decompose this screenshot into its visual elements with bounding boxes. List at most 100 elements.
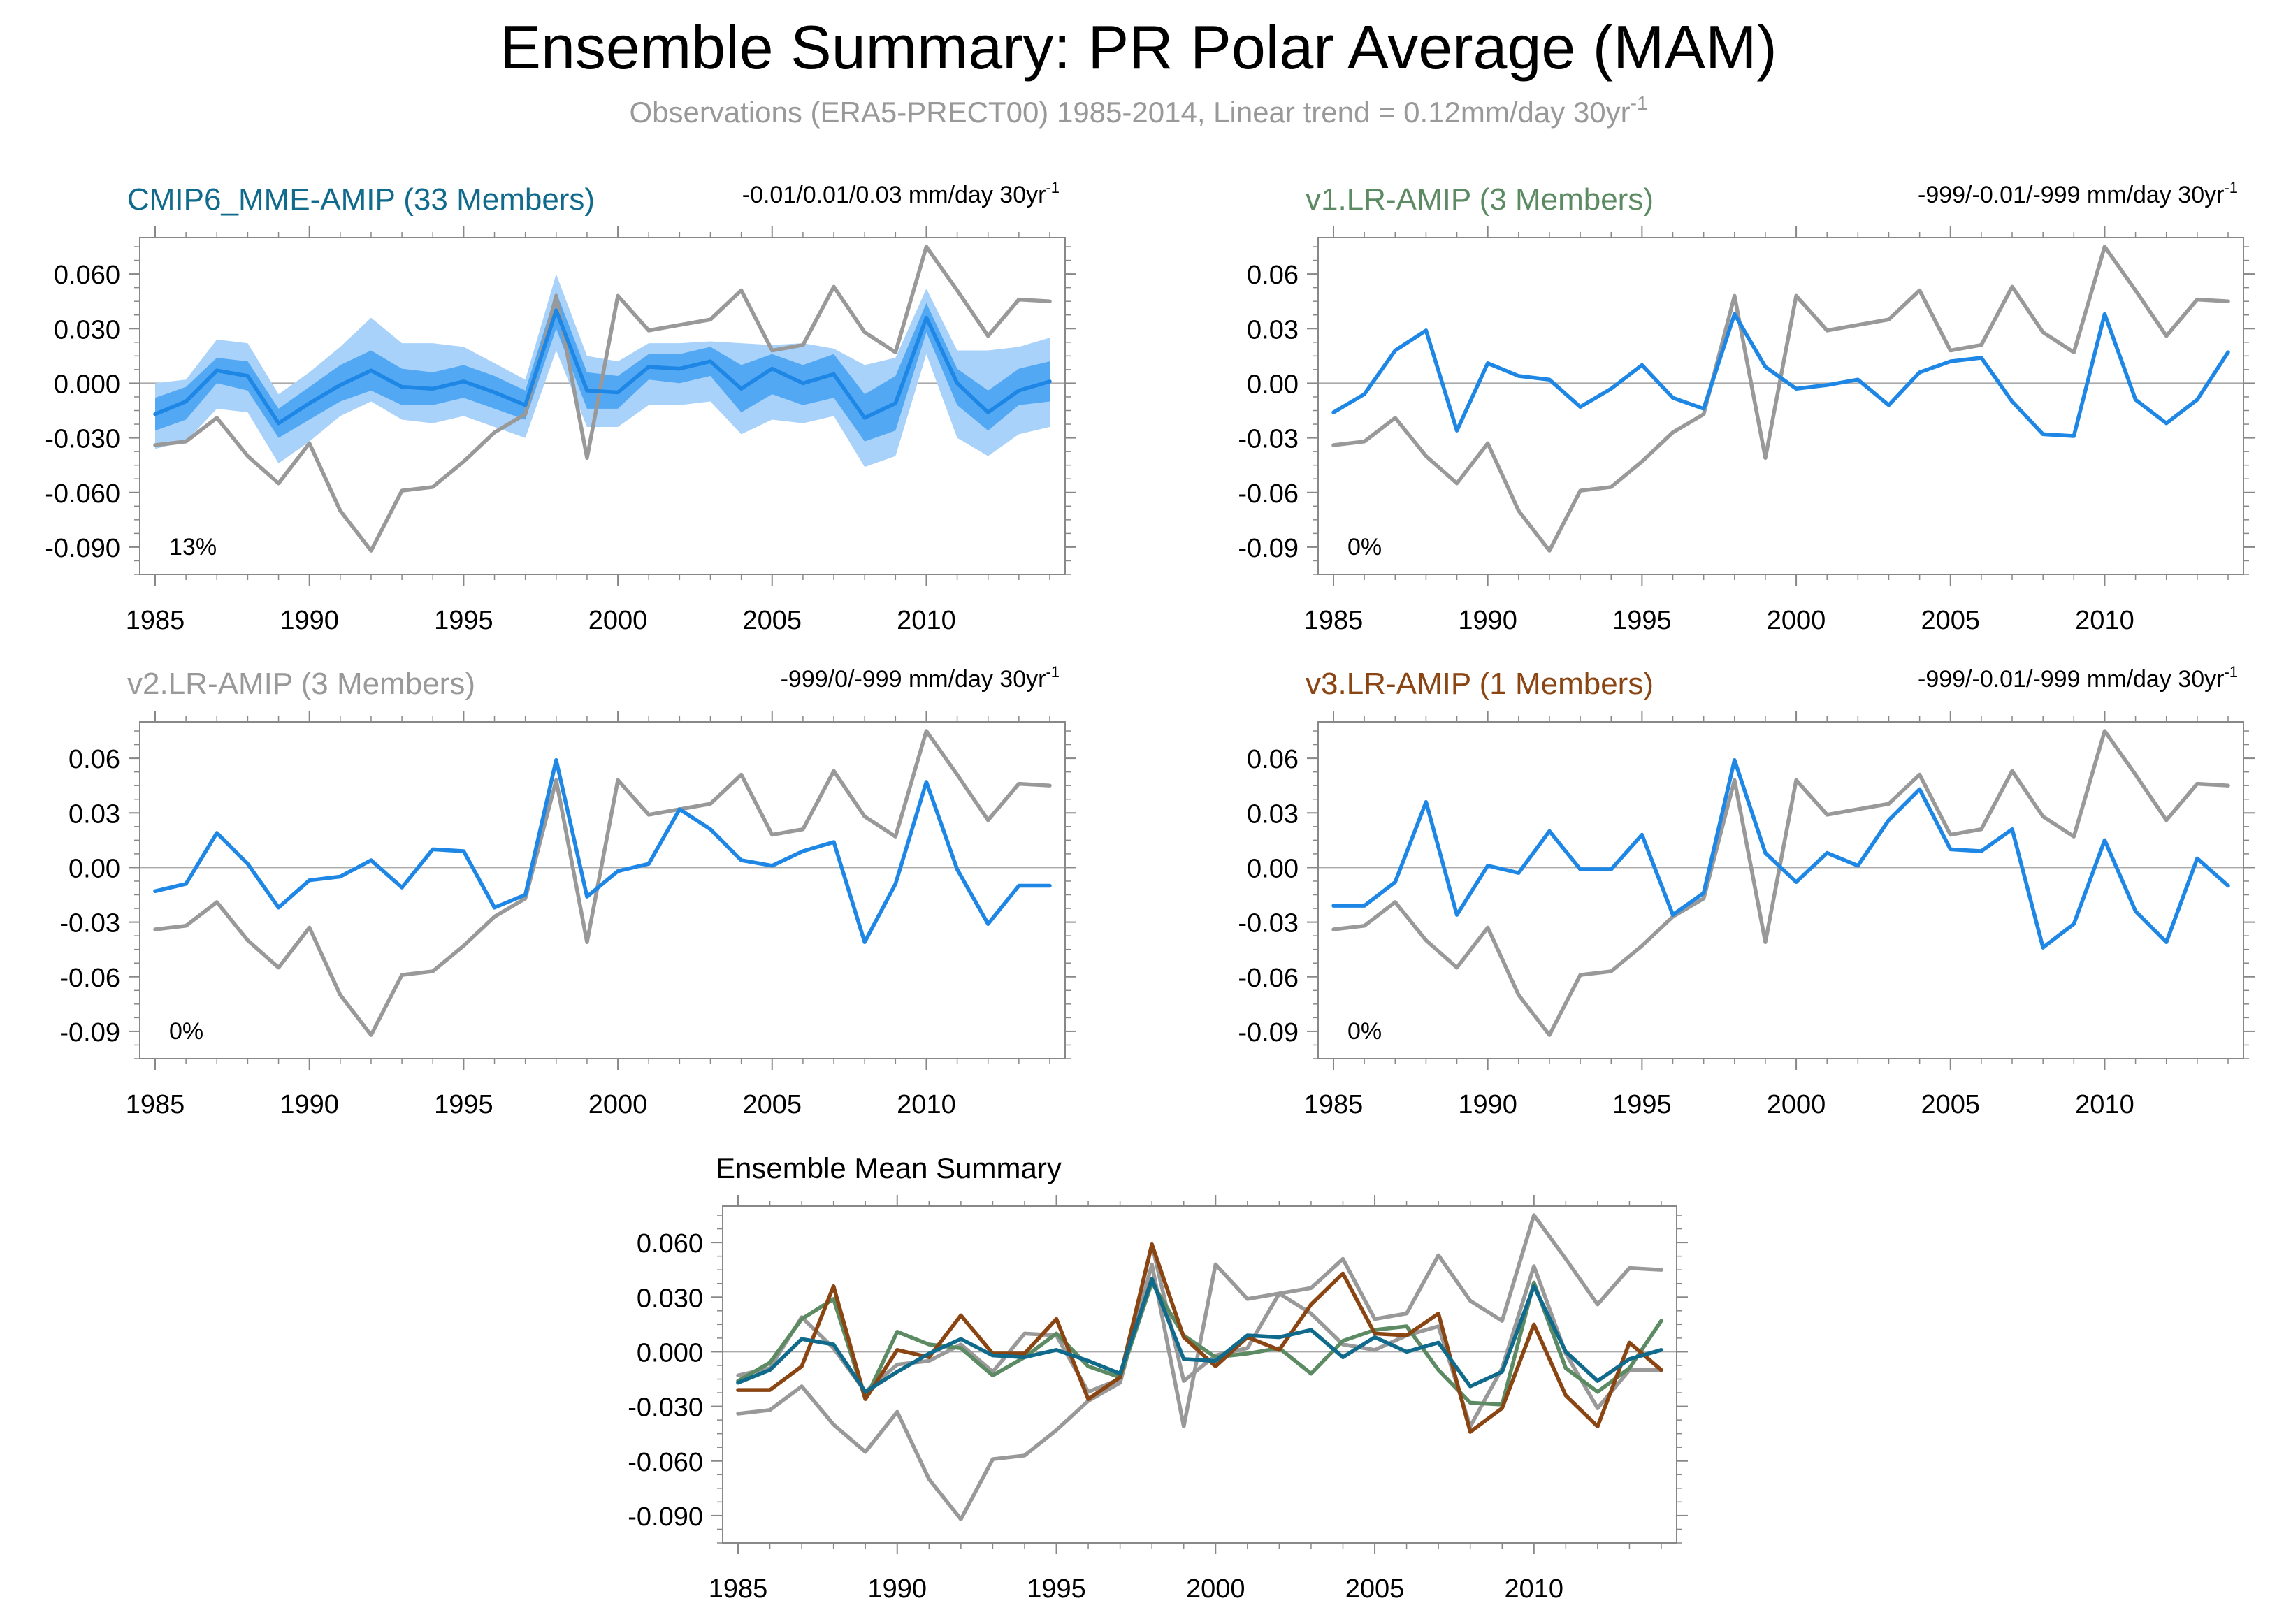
x-tick-label: 1990	[1458, 606, 1517, 635]
plot-frame	[1317, 721, 2244, 1059]
y-tick-label: -0.060	[628, 1448, 703, 1477]
x-tick-label: 1990	[280, 1090, 339, 1119]
trend-label-sup: -1	[1046, 663, 1060, 681]
x-tick-label: 1985	[1304, 606, 1364, 635]
chart-panel-2: 0.06 0.03 0.00 -0.03 -0.06 -0.09 1985 1990 1995 2…	[1238, 179, 2255, 635]
x-tick-label: 2010	[2075, 1090, 2134, 1119]
percent-label: 0%	[1347, 1018, 1382, 1045]
y-tick-label: 0.03	[68, 799, 120, 829]
series-line-v3	[736, 1242, 1663, 1434]
panel-title: v2.LR-AMIP (3 Members)	[127, 667, 475, 701]
x-tick-label: 1990	[867, 1574, 927, 1604]
series-line-model	[153, 308, 1052, 426]
y-tick-label: -0.09	[1238, 534, 1299, 563]
series-line-obs	[1331, 245, 2230, 553]
x-tick-label: 2010	[2075, 606, 2134, 635]
series-line-mme	[736, 1277, 1663, 1394]
y-tick-label: -0.090	[45, 534, 120, 563]
y-tick-label: 0.060	[637, 1229, 703, 1259]
x-tick-label: 1995	[1027, 1574, 1086, 1604]
trend-label-text: -999/-0.01/-999 mm/day 30yr	[1918, 182, 2224, 208]
y-tick-label: 0.06	[68, 745, 120, 774]
x-tick-label: 2005	[1921, 1090, 1980, 1119]
y-tick-label: -0.03	[1238, 425, 1299, 454]
trend-label-text: -0.01/0.01/0.03 mm/day 30yr	[742, 182, 1046, 208]
y-tick-label: -0.060	[45, 479, 120, 509]
y-tick-label: -0.06	[1238, 964, 1299, 993]
figure-subtitle-text: Observations (ERA5-PRECT00) 1985-2014, L…	[629, 96, 1630, 129]
x-tick-label: 1985	[126, 1090, 185, 1119]
series-line-model	[153, 757, 1052, 945]
chart-panel-3: 0.06 0.03 0.00 -0.03 -0.06 -0.09 1985 1990 1995 2…	[59, 663, 1076, 1119]
chart-panel-5: 0.060 0.030 0.000 -0.030 -0.060 -0.090 1985 199…	[628, 1152, 1688, 1604]
x-tick-label: 2010	[897, 1090, 956, 1119]
y-tick-label: -0.06	[1238, 479, 1299, 509]
y-tick-label: 0.03	[1247, 315, 1299, 345]
series-line-model	[1331, 312, 2230, 438]
y-tick-label: 0.030	[54, 315, 120, 345]
y-tick-label: -0.09	[59, 1018, 120, 1047]
percent-label: 13%	[169, 534, 217, 560]
figure-subtitle-sup: -1	[1631, 92, 1648, 114]
trend-label: -999/0/-999 mm/day 30yr-1	[781, 663, 1060, 693]
x-tick-label: 2000	[1767, 1090, 1826, 1119]
x-tick-label: 1995	[1612, 606, 1672, 635]
trend-label: -999/-0.01/-999 mm/day 30yr-1	[1918, 663, 2238, 693]
panel-title: v1.LR-AMIP (3 Members)	[1306, 182, 1654, 217]
y-tick-label: -0.030	[628, 1393, 703, 1423]
chart-panel-4: 0.06 0.03 0.00 -0.03 -0.06 -0.09 1985 1990 1995 2…	[1238, 663, 2255, 1119]
plot-frame	[139, 237, 1066, 575]
y-tick-label: 0.00	[1247, 370, 1299, 399]
x-tick-label: 1995	[434, 1090, 493, 1119]
trend-label-text: -999/0/-999 mm/day 30yr	[781, 666, 1046, 693]
figure-subtitle: Observations (ERA5-PRECT00) 1985-2014, L…	[629, 92, 1647, 129]
y-tick-label: 0.060	[54, 261, 120, 290]
plot-frame	[139, 721, 1066, 1059]
x-tick-label: 2000	[588, 1090, 648, 1119]
y-tick-label: -0.09	[1238, 1018, 1299, 1047]
figure-title: Ensemble Summary: PR Polar Average (MAM)	[500, 13, 1777, 82]
panel-title: v3.LR-AMIP (1 Members)	[1306, 667, 1654, 701]
y-tick-label: 0.000	[637, 1338, 703, 1368]
y-tick-label: 0.00	[1247, 854, 1299, 883]
trend-label-sup: -1	[1046, 179, 1060, 196]
plot-frame	[722, 1205, 1677, 1544]
y-tick-label: 0.030	[637, 1284, 703, 1313]
x-tick-label: 1985	[126, 606, 185, 635]
y-tick-label: -0.03	[1238, 909, 1299, 938]
trend-label: -0.01/0.01/0.03 mm/day 30yr-1	[742, 179, 1060, 208]
series-line-obs	[153, 729, 1052, 1037]
x-tick-label: 1985	[1304, 1090, 1364, 1119]
percent-label: 0%	[1347, 534, 1382, 560]
plot-frame	[1317, 237, 2244, 575]
x-tick-label: 1985	[709, 1574, 768, 1604]
panel-title: Ensemble Mean Summary	[716, 1152, 1062, 1184]
x-tick-label: 1990	[280, 606, 339, 635]
trend-label-sup: -1	[2224, 663, 2238, 681]
y-tick-label: -0.03	[59, 909, 120, 938]
x-tick-label: 2010	[1505, 1574, 1564, 1604]
percent-label: 0%	[169, 1018, 203, 1045]
chart-panel-1: 0.060 0.030 0.000 -0.030 -0.060 -0.090 1985 199…	[45, 179, 1076, 635]
y-tick-label: -0.090	[628, 1502, 703, 1532]
x-tick-label: 2000	[1767, 606, 1826, 635]
x-tick-label: 2005	[742, 606, 802, 635]
series-line-obs	[1331, 729, 2230, 1037]
series-line-v1	[736, 1280, 1663, 1407]
x-tick-label: 2000	[588, 606, 648, 635]
x-tick-label: 1995	[1612, 1090, 1672, 1119]
x-tick-label: 1990	[1458, 1090, 1517, 1119]
x-tick-label: 2005	[1921, 606, 1980, 635]
series-line-v2	[736, 1242, 1663, 1429]
series-line-model	[1331, 757, 2230, 950]
x-tick-label: 2010	[897, 606, 956, 635]
trend-label: -999/-0.01/-999 mm/day 30yr-1	[1918, 179, 2238, 208]
y-tick-label: 0.06	[1247, 261, 1299, 290]
x-tick-label: 2005	[742, 1090, 802, 1119]
y-tick-label: 0.06	[1247, 745, 1299, 774]
chart-panels: 0.060 0.030 0.000 -0.030 -0.060 -0.090 1985 199…	[45, 179, 2255, 1604]
panel-title: CMIP6_MME-AMIP (33 Members)	[127, 182, 595, 217]
x-tick-label: 1995	[434, 606, 493, 635]
y-tick-label: 0.03	[1247, 799, 1299, 829]
